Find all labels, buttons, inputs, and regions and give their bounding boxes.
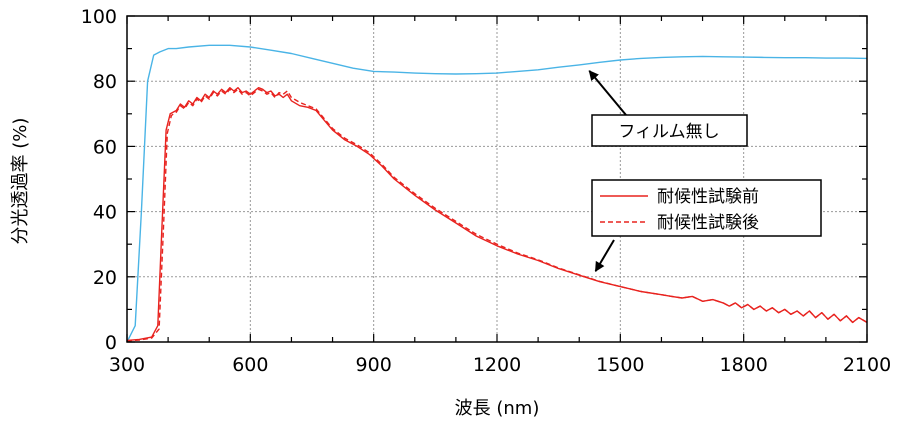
y-axis-title: 分光透過率 (%): [10, 118, 31, 245]
x-tick-label: 1500: [596, 354, 644, 376]
tick-marks: [126, 15, 868, 343]
series-layer: [126, 44, 868, 343]
legend-label-before: 耐候性試験前: [657, 187, 759, 207]
y-tick-label: 60: [93, 136, 117, 158]
series-line-0: [126, 44, 868, 343]
legend: 耐候性試験前 耐候性試験後: [591, 179, 822, 273]
arrow-legend: [594, 239, 615, 273]
annotation-no-film: フィルム無し: [588, 70, 748, 147]
arrow-no-film: [588, 70, 627, 116]
y-tick-label: 40: [93, 202, 117, 224]
series-line-2: [126, 88, 868, 342]
x-tick-label: 900: [356, 354, 392, 376]
x-tick-label: 600: [232, 354, 268, 376]
x-tick-label: 2100: [843, 354, 891, 376]
y-tick-label: 80: [93, 71, 117, 93]
y-tick-label: 100: [81, 6, 117, 28]
y-tick-label: 0: [105, 332, 117, 354]
x-tick-label: 300: [109, 354, 145, 376]
annotation-no-film-label: フィルム無し: [618, 122, 719, 142]
grid-lines: [127, 16, 867, 342]
y-tick-label: 20: [93, 267, 117, 289]
legend-label-after: 耐候性試験後: [657, 213, 759, 233]
x-tick-label: 1200: [473, 354, 521, 376]
x-axis-title: 波長 (nm): [455, 398, 540, 419]
x-tick-label: 1800: [719, 354, 767, 376]
tick-labels: 300 600 900 1200 1500 1800 2100 0 20 40 60 80 100: [81, 6, 891, 376]
annotation-no-film-box: [591, 114, 748, 147]
legend-box: [591, 179, 822, 237]
series-line-1: [126, 86, 868, 342]
